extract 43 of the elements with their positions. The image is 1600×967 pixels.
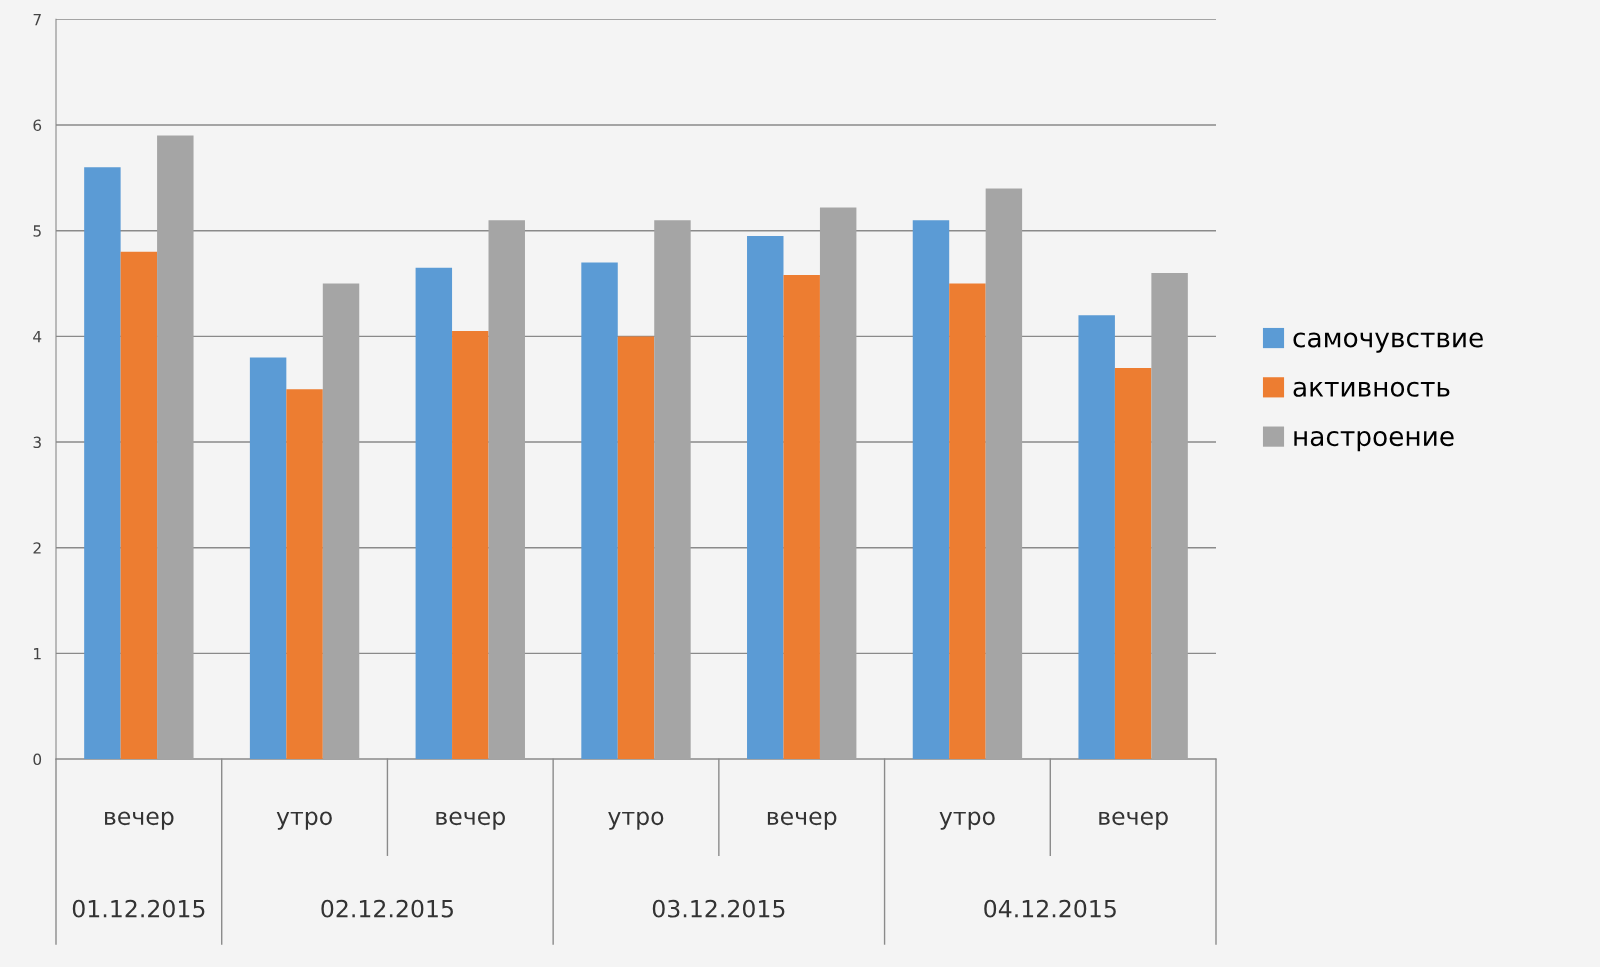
y-tick-label: 5 [33,225,41,237]
y-tick-label: 2 [33,542,41,554]
bar [912,220,950,760]
bar [1114,368,1152,760]
x-tick-label: утро [608,811,664,830]
bar [949,283,986,760]
bar [747,235,784,760]
text: 02.12.2015 [321,899,453,918]
x-tick-label: вечер [1099,811,1168,830]
bar [581,262,618,760]
y-tick-label: 3 [33,436,41,449]
bar [1078,315,1115,760]
bar [488,220,525,760]
y-tick-label: 1 [34,648,41,660]
bar [654,220,691,760]
text: 04.12.2015 [984,899,1116,918]
x-tick-label: утро [276,811,332,830]
bar [120,251,158,760]
bar [249,357,287,760]
y-tick-label: 0 [33,753,42,766]
legend-label: самочувствие [1293,332,1483,353]
legend-label: настроение [1294,431,1454,452]
legend-label: активность [1293,381,1450,397]
bar [157,135,194,760]
y-tick-label: 4 [33,331,42,343]
text: 01.12.2015 [72,899,205,918]
bar [819,207,857,760]
bar [617,336,655,760]
bar [286,389,323,760]
x-tick-label: вечер [105,811,174,830]
bar [1151,272,1188,760]
x-tick-label: вечер [767,811,837,830]
x-tick-label: утро [939,811,995,830]
text: 03.12.2015 [652,899,785,918]
y-tick-label: 7 [33,14,41,26]
bar [84,167,121,760]
y-tick-label: 6 [33,119,42,132]
x-tick-label: вечер [436,811,505,830]
bar [783,275,820,760]
bar [452,331,489,760]
bar [322,283,360,760]
bar [985,188,1023,760]
bar [415,267,453,760]
